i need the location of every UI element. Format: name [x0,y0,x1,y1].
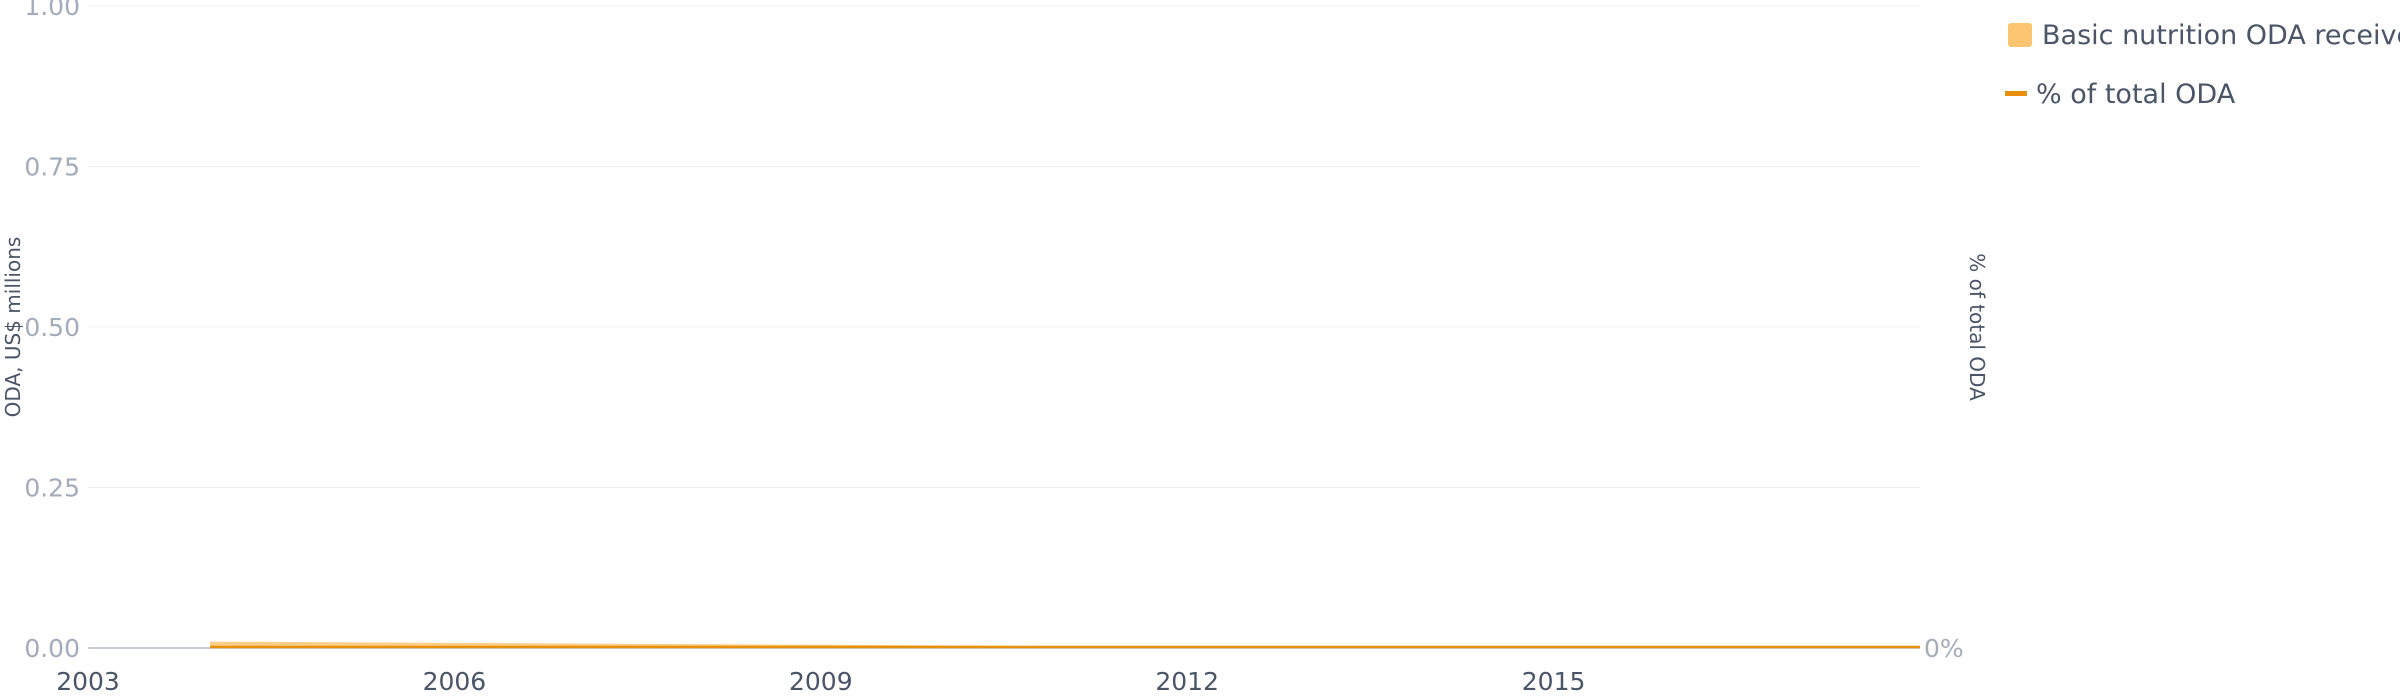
y-axis-label: ODA, US$ millions [1,237,25,418]
area-point [697,643,700,646]
x-tick-label: 2006 [423,667,487,696]
y2-axis-ticks: 0% [1924,634,1964,663]
legend-swatch-area [2008,23,2032,47]
x-tick-label: 2015 [1522,667,1586,696]
x-tick-label: 2009 [789,667,853,696]
y-axis-ticks: 0.00 0.25 0.50 0.75 1.00 [24,0,80,663]
x-tick-label: 2012 [1155,667,1219,696]
area-point [575,642,578,645]
y-tick-label: 0.25 [24,474,80,503]
y-tick-label: 0.50 [24,313,80,342]
y2-tick-label: 0% [1924,634,1964,663]
plot-area [209,640,1921,649]
gridlines [88,5,1920,649]
y-tick-label: 0.00 [24,634,80,663]
legend-label-line: % of total ODA [2036,79,2236,110]
legend-label-area: Basic nutrition ODA received [2042,20,2400,51]
area-point [331,641,334,644]
y-tick-label: 1.00 [24,0,80,21]
x-axis-ticks: 2003 2006 2009 2012 2015 [56,667,1585,696]
y-tick-label: 0.75 [24,153,80,182]
y2-axis-label: % of total ODA [1965,253,1989,401]
legend: Basic nutrition ODA received % of total … [2005,20,2400,110]
area-point [209,640,212,643]
x-tick-label: 2003 [56,667,120,696]
legend-swatch-line [2005,91,2027,96]
area-point [453,641,456,644]
